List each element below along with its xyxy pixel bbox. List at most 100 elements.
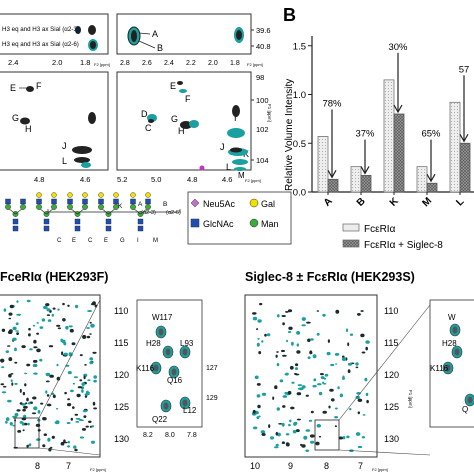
hsqc-peak (293, 373, 298, 375)
hsqc-peak (282, 395, 288, 398)
bl-ytick: 125 (114, 402, 129, 412)
hsqc-peak (10, 379, 13, 383)
hsqc-peak (68, 325, 73, 328)
tm-main-ytick: 98 (256, 73, 264, 82)
hsqc-peak (28, 333, 31, 337)
br-ytick: 115 (384, 338, 398, 348)
neu5ac-icon (190, 198, 200, 208)
hsqc-peak (87, 310, 92, 312)
hsqc-peak (296, 418, 301, 421)
hsqc-peak (301, 324, 307, 327)
tm-peak (232, 105, 240, 117)
hsqc-peak (287, 390, 292, 395)
hsqc-peak (282, 322, 285, 326)
hsqc-peak (56, 376, 61, 381)
hsqc-peak (75, 417, 81, 420)
hsqc-peak (52, 307, 56, 310)
hsqc-peak (342, 375, 345, 379)
br-zoom-peaks (442, 323, 474, 407)
hsqc-peak (73, 376, 78, 379)
hsqc-peak (357, 411, 360, 415)
hsqc-peak (8, 329, 13, 333)
tl-main-xtick: 4.6 (80, 175, 90, 184)
hsqc-peak (67, 445, 71, 448)
hsqc-peak (342, 436, 346, 440)
glycan-row: K A B (α2-3) (α2-6) C E C E G I M Neu5Ac… (5, 191, 292, 245)
tm-label-c: C (145, 123, 152, 133)
bl-ytick: 120 (114, 370, 129, 380)
hsqc-peak (46, 308, 51, 312)
hsqc-peak (79, 379, 83, 382)
hsqc-peak (32, 396, 37, 400)
hsqc-peak (81, 382, 85, 386)
chart-annotation: 37% (355, 129, 375, 140)
tm-connector (138, 32, 151, 35)
hsqc-peak (23, 414, 27, 419)
hsqc-peak (252, 312, 257, 315)
tl-label-h: H (25, 124, 32, 134)
hsqc-peak (48, 345, 54, 348)
hsqc-peak (89, 357, 94, 361)
bar-fceria-siglec8 (393, 113, 405, 193)
glcnac-icon (82, 198, 88, 205)
hsqc-peak (310, 440, 315, 444)
man-icon (249, 218, 259, 228)
tl-inset-xtick: 2.0 (52, 58, 62, 67)
hsqc-peak (67, 440, 70, 444)
man-icon (67, 204, 73, 210)
hsqc-peak (322, 381, 325, 385)
tm-connector (138, 40, 156, 49)
hsqc-peak (7, 345, 11, 347)
hsqc-peak (357, 313, 361, 316)
hsqc-peak (84, 364, 87, 366)
bl-xtick: 7 (66, 461, 71, 471)
hsqc-peak (89, 361, 93, 365)
hsqc-peak (72, 406, 75, 409)
hsqc-peak (261, 340, 264, 343)
hsqc-peak (15, 330, 19, 332)
hsqc-peak (62, 318, 66, 322)
hsqc-peak (83, 415, 87, 418)
hsqc-peak (91, 425, 95, 428)
tl-label-f: F (36, 81, 42, 91)
hsqc-peak (37, 410, 41, 414)
hsqc-peak (74, 413, 79, 416)
chart-ytick-label: 1.5 (293, 41, 306, 52)
glcnac-icon (5, 198, 11, 205)
hsqc-peak (16, 300, 19, 303)
hsqc-peak (319, 373, 324, 376)
hsqc-peak (21, 345, 26, 349)
hsqc-peak (83, 375, 86, 380)
hsqc-peak (8, 312, 13, 316)
hsqc-peak (287, 309, 293, 313)
hsqc-peak (296, 392, 302, 396)
hsqc-peak (305, 394, 309, 397)
hsqc-peak (39, 326, 44, 329)
bl-zoom-rect (14, 417, 40, 449)
hsqc-peak (349, 333, 354, 336)
bl-peak-q16: Q16 (167, 376, 183, 385)
glycan-linkage-b: B (163, 201, 167, 208)
hsqc-peak (277, 432, 281, 437)
zoom-peak-core (171, 368, 177, 376)
hsqc-peak (91, 303, 95, 306)
hsqc-peak (29, 348, 33, 351)
hsqc-peak (278, 423, 283, 425)
hsqc-peak (346, 328, 348, 333)
hsqc-peak (46, 403, 52, 407)
tl-inset-xtick: 1.8 (80, 58, 90, 67)
hsqc-peak (23, 405, 28, 409)
hsqc-peak (57, 308, 60, 311)
hsqc-peak (355, 362, 359, 366)
tm-peak (148, 119, 154, 123)
hsqc-peak (295, 367, 298, 371)
br-zoom-rect (314, 419, 340, 451)
hsqc-peak (310, 410, 314, 414)
tm-label-m: M (238, 171, 245, 180)
hsqc-peak (1, 328, 6, 332)
br-peak-w: W (448, 313, 456, 322)
hsqc-peak (338, 436, 344, 440)
hsqc-peak (291, 381, 295, 384)
hsqc-peak (292, 430, 297, 434)
hsqc-peak (47, 319, 52, 322)
